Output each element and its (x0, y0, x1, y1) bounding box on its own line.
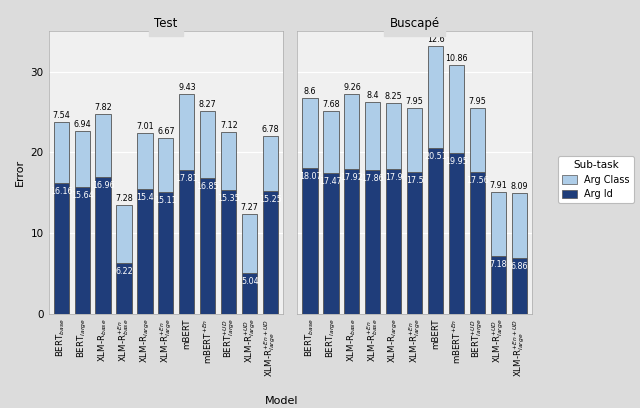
Bar (158, 138, 173, 192)
Bar (200, 177, 216, 314)
Text: 7.01: 7.01 (136, 122, 154, 131)
Bar (303, 98, 317, 168)
Text: 6.78: 6.78 (262, 125, 280, 134)
Text: 15.4: 15.4 (136, 193, 154, 202)
Bar (116, 205, 132, 264)
Bar (221, 190, 236, 314)
Text: 17.86: 17.86 (362, 173, 384, 182)
Text: 17.81: 17.81 (175, 174, 198, 183)
Bar (138, 189, 152, 314)
Text: 18.07: 18.07 (299, 172, 321, 181)
Bar (323, 111, 339, 173)
Bar (470, 108, 485, 172)
Text: 20.51: 20.51 (424, 152, 447, 161)
Bar (365, 169, 380, 314)
Bar (303, 168, 317, 314)
Bar (491, 192, 506, 256)
Bar (74, 187, 90, 314)
Text: 15.11: 15.11 (155, 196, 177, 205)
Bar (95, 114, 111, 177)
Bar (138, 133, 152, 189)
Bar (221, 132, 236, 190)
Bar (179, 170, 195, 314)
Bar (74, 131, 90, 187)
Text: 7.68: 7.68 (322, 100, 340, 109)
Text: 7.27: 7.27 (241, 203, 259, 212)
Text: 7.12: 7.12 (220, 121, 237, 130)
Title: Test: Test (154, 17, 178, 30)
Text: 19.95: 19.95 (445, 157, 468, 166)
Text: 7.82: 7.82 (94, 103, 112, 112)
Text: 16.96: 16.96 (92, 181, 115, 190)
Bar (491, 256, 506, 314)
Bar (158, 192, 173, 314)
Text: 7.18: 7.18 (490, 260, 508, 269)
Bar (449, 153, 464, 314)
Bar (200, 111, 216, 177)
Text: 12.6: 12.6 (427, 35, 445, 44)
Bar (365, 102, 380, 169)
Text: 17.92: 17.92 (340, 173, 364, 182)
Text: 15.25: 15.25 (259, 195, 282, 204)
Text: 8.6: 8.6 (304, 87, 316, 96)
Text: 10.86: 10.86 (445, 54, 468, 63)
Text: 7.54: 7.54 (52, 111, 70, 120)
Text: 8.4: 8.4 (367, 91, 379, 100)
Bar (54, 122, 68, 183)
Bar (512, 258, 527, 314)
Bar (54, 183, 68, 314)
Bar (242, 214, 257, 273)
Title: Buscapé: Buscapé (390, 17, 440, 30)
Text: 8.25: 8.25 (385, 92, 403, 101)
Text: 16.85: 16.85 (196, 182, 219, 191)
Bar (387, 103, 401, 169)
Text: 6.22: 6.22 (115, 268, 133, 277)
Text: 17.9: 17.9 (385, 173, 403, 182)
Bar (428, 148, 444, 314)
Text: 7.95: 7.95 (468, 97, 486, 106)
Text: 17.56: 17.56 (467, 176, 489, 185)
Y-axis label: Error: Error (15, 159, 25, 186)
Text: 7.28: 7.28 (115, 194, 133, 203)
Bar (387, 169, 401, 314)
Bar (95, 177, 111, 314)
Bar (344, 169, 360, 314)
Text: 15.35: 15.35 (218, 194, 240, 203)
Bar (449, 65, 464, 153)
Bar (323, 173, 339, 314)
Bar (344, 94, 360, 169)
Text: 6.86: 6.86 (511, 262, 529, 271)
Text: 8.27: 8.27 (199, 100, 217, 109)
Text: 17.5: 17.5 (406, 176, 424, 186)
Text: 17.47: 17.47 (319, 177, 342, 186)
Bar (470, 172, 485, 314)
Bar (428, 47, 444, 148)
Text: Model: Model (265, 396, 298, 406)
Bar (263, 136, 278, 191)
Text: 16.16: 16.16 (50, 187, 72, 196)
Bar (242, 273, 257, 314)
Text: 15.64: 15.64 (71, 191, 93, 200)
Bar (407, 108, 422, 173)
Text: 9.26: 9.26 (343, 83, 361, 92)
Legend: Arg Class, Arg Id: Arg Class, Arg Id (558, 156, 634, 203)
Bar (512, 193, 527, 258)
Text: 9.43: 9.43 (178, 83, 196, 92)
Text: 5.04: 5.04 (241, 277, 259, 286)
Text: 6.67: 6.67 (157, 127, 175, 136)
Text: 8.09: 8.09 (511, 182, 529, 191)
Bar (263, 191, 278, 314)
Bar (407, 173, 422, 314)
Text: 6.94: 6.94 (73, 120, 91, 129)
Bar (179, 94, 195, 170)
Bar (116, 264, 132, 314)
Text: 7.95: 7.95 (406, 97, 424, 106)
Text: 7.91: 7.91 (490, 181, 508, 190)
